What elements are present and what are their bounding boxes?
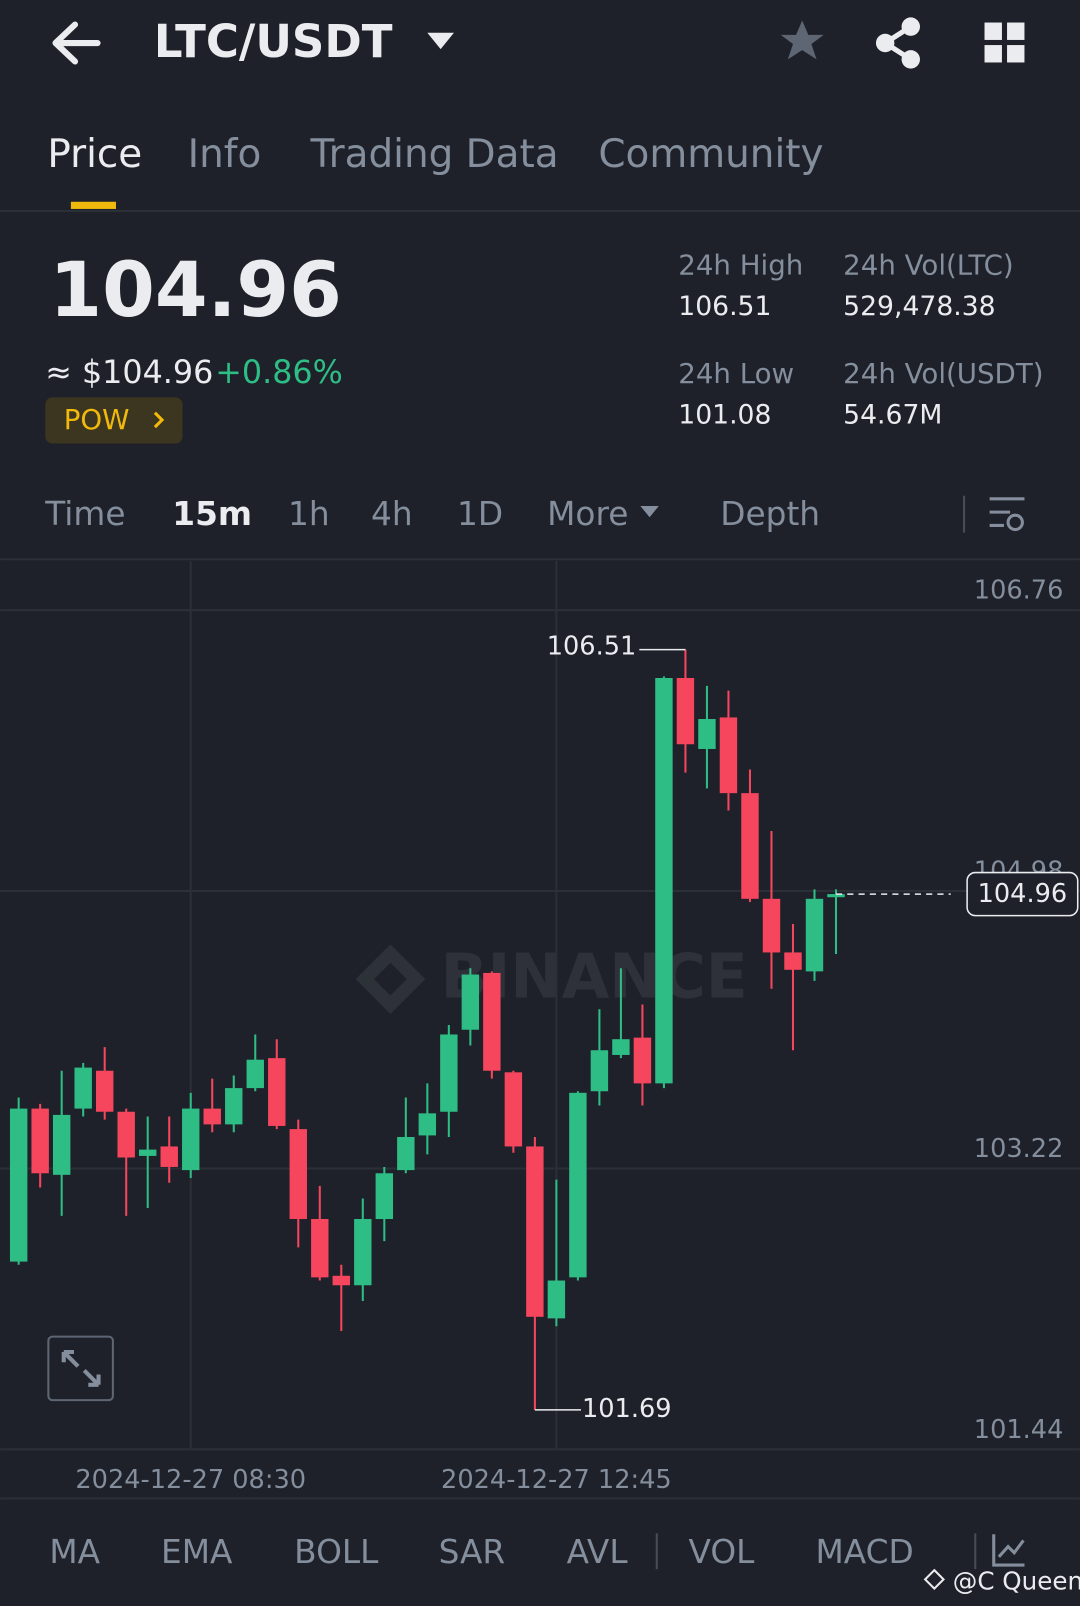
candle-body: [9, 1108, 28, 1262]
candle-body: [268, 1058, 286, 1126]
tab[interactable]: Trading Data: [310, 132, 559, 177]
candle-body: [203, 1108, 221, 1125]
candle-body: [418, 1113, 437, 1136]
last-price: 104.96: [49, 246, 341, 334]
candle-body: [805, 898, 824, 972]
back-button[interactable]: [52, 21, 101, 65]
credit-logo: [923, 1568, 945, 1591]
candle-body: [483, 972, 501, 1071]
indicator[interactable]: AVL: [567, 1533, 629, 1571]
credit: @C Queen: [953, 1566, 1080, 1595]
candle-body: [719, 717, 738, 794]
candle-body: [375, 1173, 394, 1220]
candle-body: [440, 1034, 458, 1112]
candle-body: [526, 1146, 544, 1317]
approx-price: ≈ $104.96: [45, 355, 213, 391]
pair-title[interactable]: LTC/USDT: [154, 15, 393, 68]
candle-body: [590, 1050, 609, 1092]
candle-body: [827, 894, 845, 898]
interval[interactable]: More: [547, 495, 628, 533]
candle-body: [741, 793, 759, 899]
stat-label: 24h Low: [678, 357, 794, 390]
candle-body: [762, 898, 781, 953]
candle-body: [655, 677, 673, 1084]
indicator[interactable]: EMA: [161, 1533, 233, 1571]
candle-body: [246, 1059, 264, 1089]
stat-label: 24h High: [678, 248, 803, 281]
candle-body: [160, 1146, 178, 1167]
candle-body: [698, 719, 716, 749]
stat-label: 24h Vol(LTC): [843, 248, 1014, 281]
tab[interactable]: Price: [47, 132, 142, 177]
candle-body: [461, 974, 480, 1030]
expand-button[interactable]: [47, 1335, 114, 1402]
stat-label: 24h Vol(USDT): [843, 357, 1043, 390]
stat-value: 106.51: [678, 291, 771, 322]
candle-body: [289, 1129, 307, 1220]
stat-value: 54.67M: [843, 399, 942, 430]
last-price-label: 104.96: [978, 879, 1068, 909]
indicator[interactable]: MA: [49, 1533, 100, 1571]
candle-body: [547, 1280, 566, 1319]
indicator[interactable]: VOL: [689, 1533, 756, 1571]
interval[interactable]: 1D: [457, 495, 503, 533]
tab[interactable]: Community: [598, 132, 823, 177]
y-tick-label: 101.44: [974, 1415, 1064, 1445]
indicator[interactable]: SAR: [439, 1533, 506, 1571]
candle-body: [676, 677, 695, 745]
tab-indicator: [70, 201, 116, 209]
candle-body: [354, 1219, 372, 1286]
interval[interactable]: 1h: [288, 495, 330, 533]
tag-text: POW: [64, 403, 130, 436]
price-change: +0.86%: [215, 355, 342, 391]
max-label: 106.51: [547, 632, 637, 662]
interval[interactable]: 4h: [371, 495, 413, 533]
min-label: 101.69: [582, 1394, 672, 1424]
watermark-logo: [355, 944, 426, 1014]
more-icon[interactable]: [640, 505, 659, 518]
candle-body: [504, 1072, 523, 1147]
share-icon[interactable]: [875, 17, 920, 69]
stat-value: 101.08: [678, 399, 771, 430]
candle-body: [784, 952, 802, 970]
candle-body: [612, 1039, 630, 1055]
indicator-icon[interactable]: [992, 1534, 1025, 1567]
candle-body: [95, 1070, 114, 1112]
tab[interactable]: Info: [188, 132, 262, 177]
candle-body: [397, 1136, 415, 1171]
y-tick-label: 106.76: [974, 576, 1064, 606]
candle-body: [569, 1092, 587, 1278]
x-tick-label: 2024-12-27 08:30: [75, 1465, 306, 1495]
candle-body: [117, 1111, 135, 1158]
candle-body: [182, 1108, 200, 1171]
candle-body: [74, 1067, 92, 1109]
candle-body: [31, 1108, 49, 1174]
candle-body: [225, 1088, 243, 1125]
candle-body: [311, 1219, 329, 1278]
stat-value: 529,478.38: [843, 291, 995, 322]
interval[interactable]: Time: [44, 495, 125, 533]
last-price-box: [966, 871, 1079, 917]
chart-settings-icon[interactable]: [989, 497, 1025, 532]
interval[interactable]: Depth: [720, 495, 820, 533]
dropdown-icon[interactable]: [427, 32, 454, 50]
indicator[interactable]: BOLL: [294, 1533, 379, 1571]
y-tick-label: 103.22: [974, 1134, 1064, 1164]
candle-body: [633, 1037, 652, 1084]
interval[interactable]: 15m: [172, 495, 252, 533]
candle-body: [52, 1114, 71, 1175]
indicator[interactable]: MACD: [816, 1533, 914, 1571]
candle-body: [332, 1275, 351, 1286]
layout-icon[interactable]: [984, 22, 1025, 63]
candle-body: [139, 1149, 157, 1156]
favorite-icon[interactable]: [780, 20, 824, 60]
x-tick-label: 2024-12-27 12:45: [441, 1465, 672, 1495]
tag-badge[interactable]: POW: [45, 397, 183, 444]
